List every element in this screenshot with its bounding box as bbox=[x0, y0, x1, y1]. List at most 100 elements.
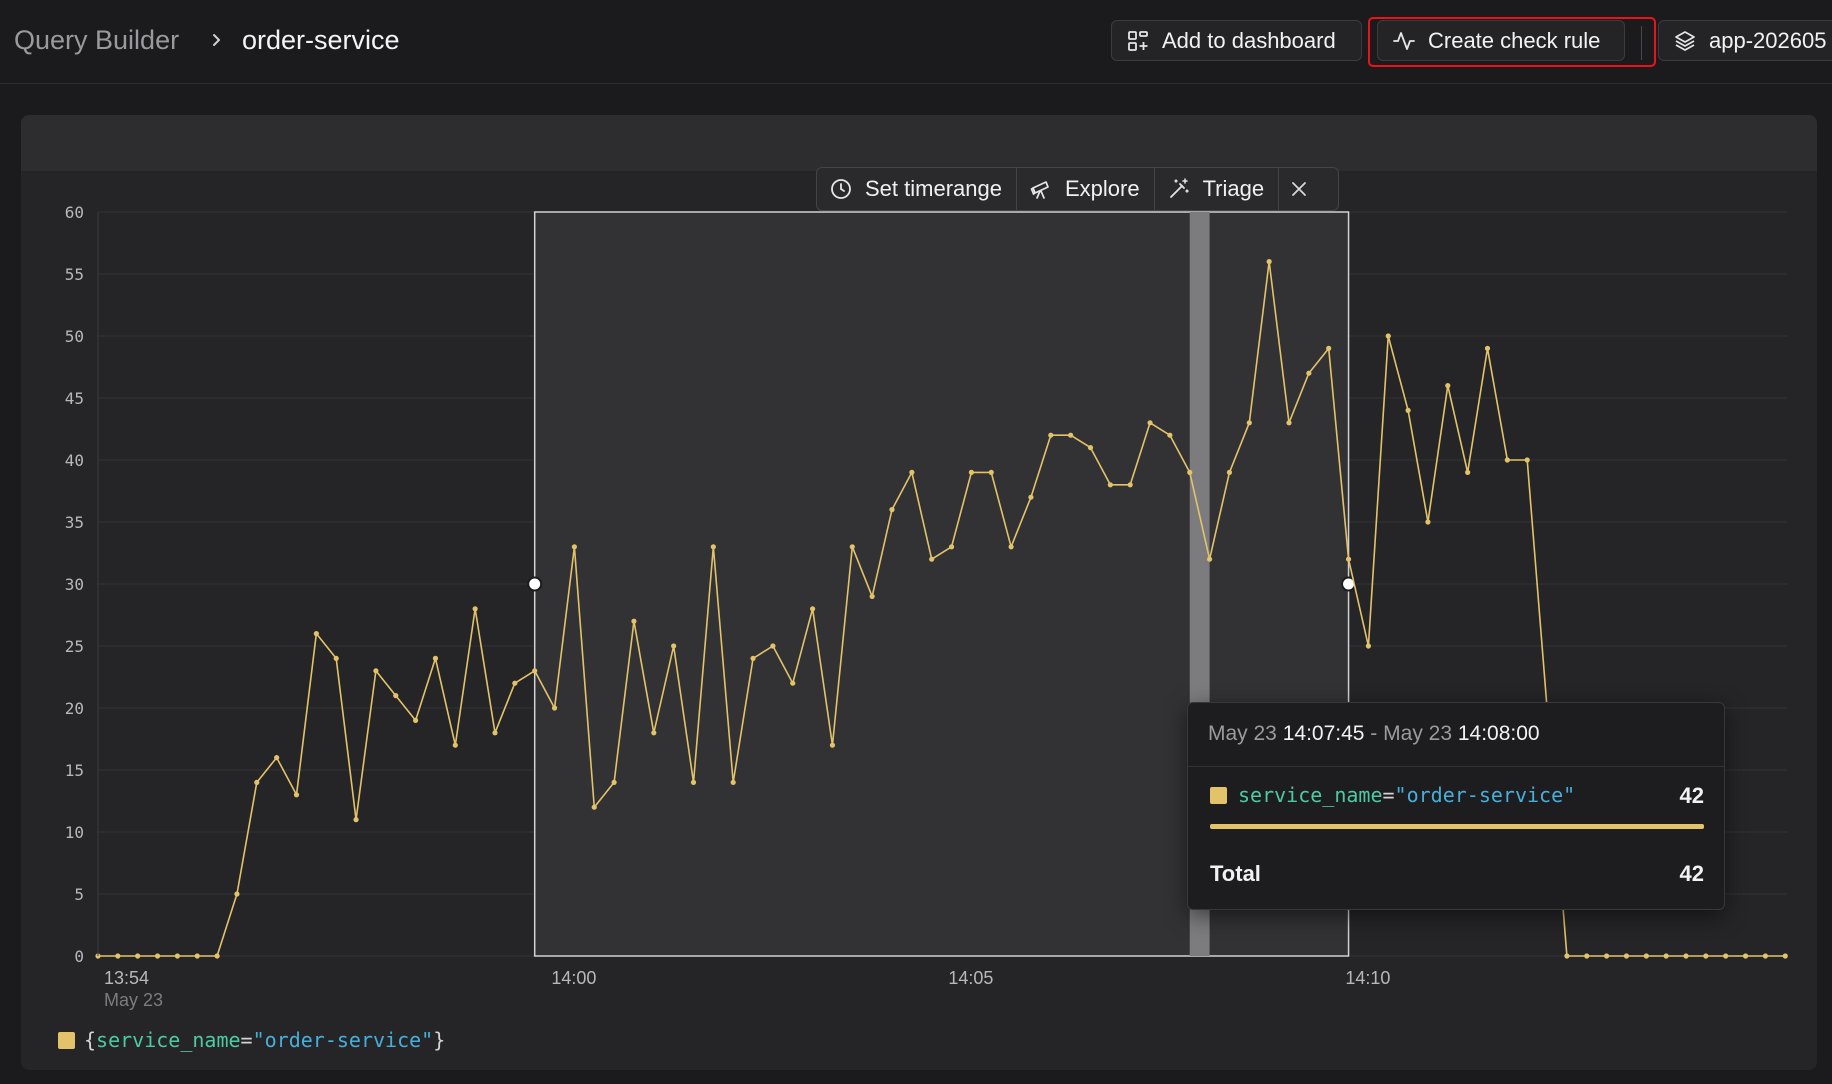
toolbar-divider bbox=[1641, 26, 1642, 60]
data-point bbox=[1484, 345, 1491, 351]
x-tick-label: 13:54 bbox=[104, 968, 149, 988]
data-point bbox=[591, 804, 597, 810]
data-point bbox=[1703, 953, 1709, 959]
data-point bbox=[571, 544, 578, 550]
data-point bbox=[432, 655, 439, 662]
x-tick-sublabel: May 23 bbox=[104, 990, 163, 1010]
data-point bbox=[413, 717, 419, 724]
data-point bbox=[194, 953, 200, 959]
data-point bbox=[1524, 457, 1530, 463]
data-point bbox=[472, 606, 478, 612]
data-point bbox=[948, 544, 955, 550]
selection-handle[interactable] bbox=[1341, 576, 1357, 592]
tooltip-total-label: Total bbox=[1210, 861, 1261, 886]
data-point bbox=[770, 643, 776, 649]
label-eq: = bbox=[1382, 783, 1395, 807]
explore-button[interactable]: Explore bbox=[1017, 168, 1155, 210]
series-layer bbox=[95, 259, 1788, 959]
tooltip-divider bbox=[1188, 766, 1724, 767]
data-point bbox=[1623, 953, 1630, 959]
data-point bbox=[254, 779, 260, 786]
chevron-right-icon bbox=[213, 34, 220, 46]
y-tick-label: 20 bbox=[65, 699, 84, 718]
legend-swatch bbox=[58, 1031, 75, 1049]
data-point bbox=[829, 742, 836, 748]
set-timerange-button[interactable]: Set timerange bbox=[817, 168, 1017, 210]
data-point bbox=[889, 507, 895, 513]
y-tick-label: 15 bbox=[65, 761, 84, 780]
triage-button[interactable]: Triage bbox=[1155, 168, 1280, 210]
data-point bbox=[1068, 432, 1074, 438]
add-to-dashboard-button[interactable]: Add to dashboard bbox=[1111, 20, 1362, 61]
y-tick-label: 50 bbox=[65, 327, 84, 346]
axis-layer: 0 5 10 15 20 25 30 35 40 45 50 55 60 13:54 14:00 14:05 1… bbox=[65, 203, 1391, 1010]
layers-icon bbox=[1675, 30, 1695, 51]
data-point bbox=[234, 891, 240, 897]
y-tick-label: 60 bbox=[65, 203, 84, 222]
data-point bbox=[551, 705, 558, 711]
data-point bbox=[909, 469, 915, 475]
data-point bbox=[1147, 420, 1153, 426]
data-point bbox=[790, 680, 796, 686]
data-point bbox=[1683, 953, 1689, 959]
y-tick-label: 30 bbox=[65, 575, 84, 594]
data-point bbox=[313, 631, 319, 637]
data-point bbox=[1107, 482, 1113, 488]
tooltip-start-date: May 23 bbox=[1208, 722, 1277, 745]
data-point bbox=[651, 730, 657, 736]
data-point bbox=[1425, 519, 1431, 525]
data-point bbox=[1345, 556, 1352, 562]
data-point bbox=[1465, 469, 1471, 475]
x-tick-label: 14:05 bbox=[948, 968, 993, 988]
y-tick-label: 40 bbox=[65, 451, 84, 470]
data-point bbox=[214, 953, 220, 959]
chart-legend[interactable]: {service_name="order-service"} bbox=[58, 1028, 445, 1052]
close-icon bbox=[1292, 182, 1307, 196]
data-point bbox=[452, 742, 458, 748]
data-point bbox=[1187, 469, 1193, 475]
data-point bbox=[710, 544, 716, 550]
data-point bbox=[1226, 469, 1233, 475]
data-point bbox=[333, 655, 339, 662]
data-point bbox=[1127, 482, 1133, 488]
data-point bbox=[1365, 643, 1371, 649]
page-title: order-service bbox=[242, 25, 400, 55]
breadcrumb-root[interactable]: Query Builder bbox=[14, 25, 180, 55]
data-point bbox=[1504, 457, 1510, 463]
data-point bbox=[1782, 953, 1788, 959]
create-check-rule-button[interactable]: Create check rule bbox=[1377, 20, 1625, 61]
label-value: "order-service" bbox=[1394, 783, 1576, 807]
data-point bbox=[849, 544, 855, 550]
y-tick-label: 25 bbox=[65, 637, 84, 656]
triage-label: Triage bbox=[1202, 176, 1265, 201]
clock-icon bbox=[831, 179, 851, 199]
data-point bbox=[1207, 556, 1213, 562]
app-selector[interactable]: app-202605 bbox=[1658, 20, 1832, 61]
y-tick-label: 55 bbox=[65, 265, 84, 284]
data-point bbox=[1564, 953, 1570, 959]
tooltip-time-range: May 23 14:07:45 - May 23 14:08:00 bbox=[1208, 722, 1540, 746]
data-point bbox=[154, 953, 161, 959]
tooltip-end-date: May 23 bbox=[1383, 722, 1453, 745]
selection-handle[interactable] bbox=[527, 576, 543, 592]
top-bar: Query Builder order-service Add to dashb… bbox=[0, 0, 1832, 84]
data-point bbox=[730, 779, 736, 786]
data-point bbox=[1306, 370, 1312, 376]
data-point bbox=[135, 953, 141, 959]
data-point bbox=[1167, 432, 1173, 438]
data-point bbox=[1405, 407, 1411, 413]
panel-header bbox=[21, 115, 1817, 171]
selection-toolbar: Set timerange Explore Triage bbox=[816, 167, 1339, 211]
chart-tooltip: May 23 14:07:45 - May 23 14:08:00 servic… bbox=[1187, 702, 1725, 910]
app-selector-label: app-202605 bbox=[1709, 27, 1827, 53]
data-point bbox=[1663, 953, 1669, 959]
data-point bbox=[1742, 953, 1749, 959]
data-point bbox=[1008, 544, 1014, 550]
data-point bbox=[1286, 420, 1292, 426]
legend-brace-open: { bbox=[84, 1028, 97, 1052]
tooltip-series-value: 42 bbox=[1679, 783, 1704, 808]
data-point bbox=[532, 668, 538, 674]
close-selection-button[interactable] bbox=[1279, 168, 1319, 210]
tooltip-start-time: 14:07:45 bbox=[1282, 722, 1365, 745]
